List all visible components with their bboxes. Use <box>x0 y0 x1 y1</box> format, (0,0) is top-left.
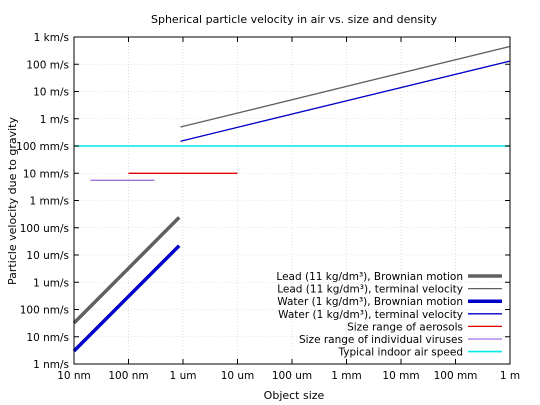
y-tick-label: 10 mm/s <box>23 168 69 180</box>
y-tick-label: 100 nm/s <box>20 305 69 317</box>
y-tick-label: 100 mm/s <box>16 141 69 153</box>
y-tick-label: 1 um/s <box>33 277 69 289</box>
series-layer <box>72 45 511 353</box>
legend-label: Lead (11 kg/dm³), Brownian motion <box>276 271 463 283</box>
legend-label: Lead (11 kg/dm³), terminal velocity <box>277 284 463 296</box>
legend-label: Water (1 kg/dm³), Brownian motion <box>277 296 463 308</box>
x-tick-label: 100 nm <box>108 370 148 382</box>
x-tick-label: 100 um <box>272 370 312 382</box>
y-tick-label: 100 m/s <box>26 59 69 71</box>
y-tick-label: 1 m/s <box>40 114 69 126</box>
y-tick-label: 10 nm/s <box>26 332 69 344</box>
series-line <box>180 45 511 128</box>
y-tick-label: 1 mm/s <box>30 196 69 208</box>
series-line <box>72 216 181 325</box>
y-tick-label: 1 km/s <box>34 32 69 44</box>
legend-label: Typical indoor air speed <box>337 347 463 359</box>
legend-label: Size range of individual viruses <box>299 334 463 346</box>
y-tick-label: 10 m/s <box>33 87 69 99</box>
x-axis-label: Object size <box>264 389 325 402</box>
x-tick-label: 10 mm <box>382 370 419 382</box>
y-tick-label: 1 nm/s <box>33 359 69 371</box>
x-tick-label: 1 um <box>170 370 197 382</box>
legend-label: Size range of aerosols <box>347 321 463 333</box>
series-line <box>180 60 511 142</box>
y-tick-label: 10 um/s <box>26 250 69 262</box>
y-axis-label: Particle velocity due to gravity <box>6 117 19 286</box>
legend-label: Water (1 kg/dm³), terminal velocity <box>278 309 463 321</box>
x-tick-label: 1 m <box>500 370 520 382</box>
grid <box>74 37 510 364</box>
x-tick-label: 1 mm <box>331 370 361 382</box>
y-tick-label: 100 um/s <box>20 223 69 235</box>
x-tick-label: 100 mm <box>434 370 478 382</box>
x-tick-label: 10 um <box>221 370 255 382</box>
x-tick-label: 10 nm <box>57 370 91 382</box>
ticks: 10 nm 100 nm 1 um 10 um 100 um 1 mm 10 mm 100 m… <box>16 32 520 382</box>
series-line <box>72 244 181 353</box>
chart-title: Spherical particle velocity in air vs. s… <box>151 13 438 26</box>
